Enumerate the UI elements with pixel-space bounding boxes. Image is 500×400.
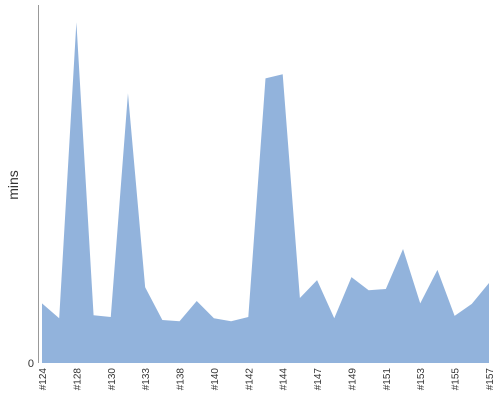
x-tick-label: #144 [279,368,290,391]
x-tick-label: #124 [38,368,49,391]
x-tick-label: #142 [244,368,255,391]
x-tick-label: #133 [141,368,152,391]
x-tick-label: #155 [451,368,462,391]
x-tick-label: #147 [313,368,324,391]
x-tick-label: #151 [382,368,393,391]
area [42,22,489,363]
x-tick-label: #130 [107,368,118,391]
y-tick-label: 0 [28,358,34,370]
x-tick-label: #138 [176,368,187,391]
x-tick-label: #128 [72,368,83,391]
x-tick-label: #149 [347,368,358,391]
x-tick-label: #157 [485,368,496,391]
x-tick-label: #140 [210,368,221,391]
y-axis-label: mins [5,170,21,200]
x-tick-label: #153 [416,368,427,391]
